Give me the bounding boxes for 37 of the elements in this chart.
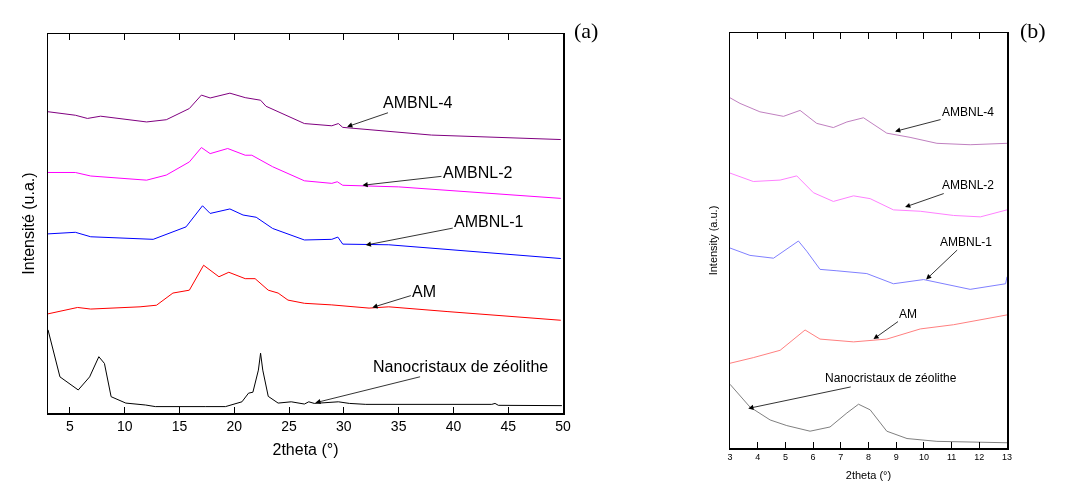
annotation: Nanocristaux de zéolithe bbox=[825, 371, 957, 385]
x-tick-label: 13 bbox=[1001, 452, 1013, 463]
x-tick-label: 7 bbox=[838, 452, 844, 463]
x-axis-title: 2theta (°) bbox=[845, 469, 892, 482]
x-tick-label: 6 bbox=[810, 452, 816, 463]
x-tick-label: 5 bbox=[66, 418, 75, 435]
annotation: AMBNL-2 bbox=[443, 164, 513, 181]
text: (b) bbox=[1020, 18, 1046, 43]
x-axis-title: 2theta (°) bbox=[272, 440, 339, 458]
annotation: AMBNL-4 bbox=[942, 105, 995, 119]
x-tick-label: 10 bbox=[918, 452, 929, 463]
x-tick-label: 4 bbox=[755, 452, 761, 463]
x-tick-label: 50 bbox=[555, 418, 571, 435]
x-tick-label: 9 bbox=[893, 452, 899, 463]
annotation: AM bbox=[412, 283, 436, 300]
x-tick-label: 30 bbox=[336, 418, 352, 435]
x-tick-label: 45 bbox=[500, 418, 517, 435]
x-tick-label: 15 bbox=[171, 418, 188, 435]
annotation: AMBNL-2 bbox=[942, 178, 995, 192]
annotation: AM bbox=[899, 307, 917, 321]
annotation: Nanocristaux de zéolithe bbox=[373, 358, 549, 375]
x-tick-label: 40 bbox=[445, 418, 462, 435]
x-tick-label: 12 bbox=[974, 452, 985, 463]
x-tick-label: 25 bbox=[281, 418, 298, 435]
annotation: AMBNL-1 bbox=[940, 235, 993, 249]
annotation: AMBNL-1 bbox=[454, 213, 524, 230]
y-axis-title: Intensité (u.a.) bbox=[19, 172, 37, 275]
y-axis-title: Intensity (a.u.) bbox=[707, 205, 720, 276]
x-tick-label: 35 bbox=[390, 418, 407, 435]
x-tick-label: 8 bbox=[865, 452, 872, 463]
x-tick-label: 3 bbox=[727, 452, 733, 463]
x-tick-label: 20 bbox=[226, 418, 243, 435]
x-tick-label: 10 bbox=[116, 418, 133, 435]
x-tick-label: 5 bbox=[782, 452, 788, 463]
x-tick-label: 11 bbox=[946, 452, 957, 463]
annotation: AMBNL-4 bbox=[383, 94, 453, 111]
text: (a) bbox=[574, 18, 599, 43]
